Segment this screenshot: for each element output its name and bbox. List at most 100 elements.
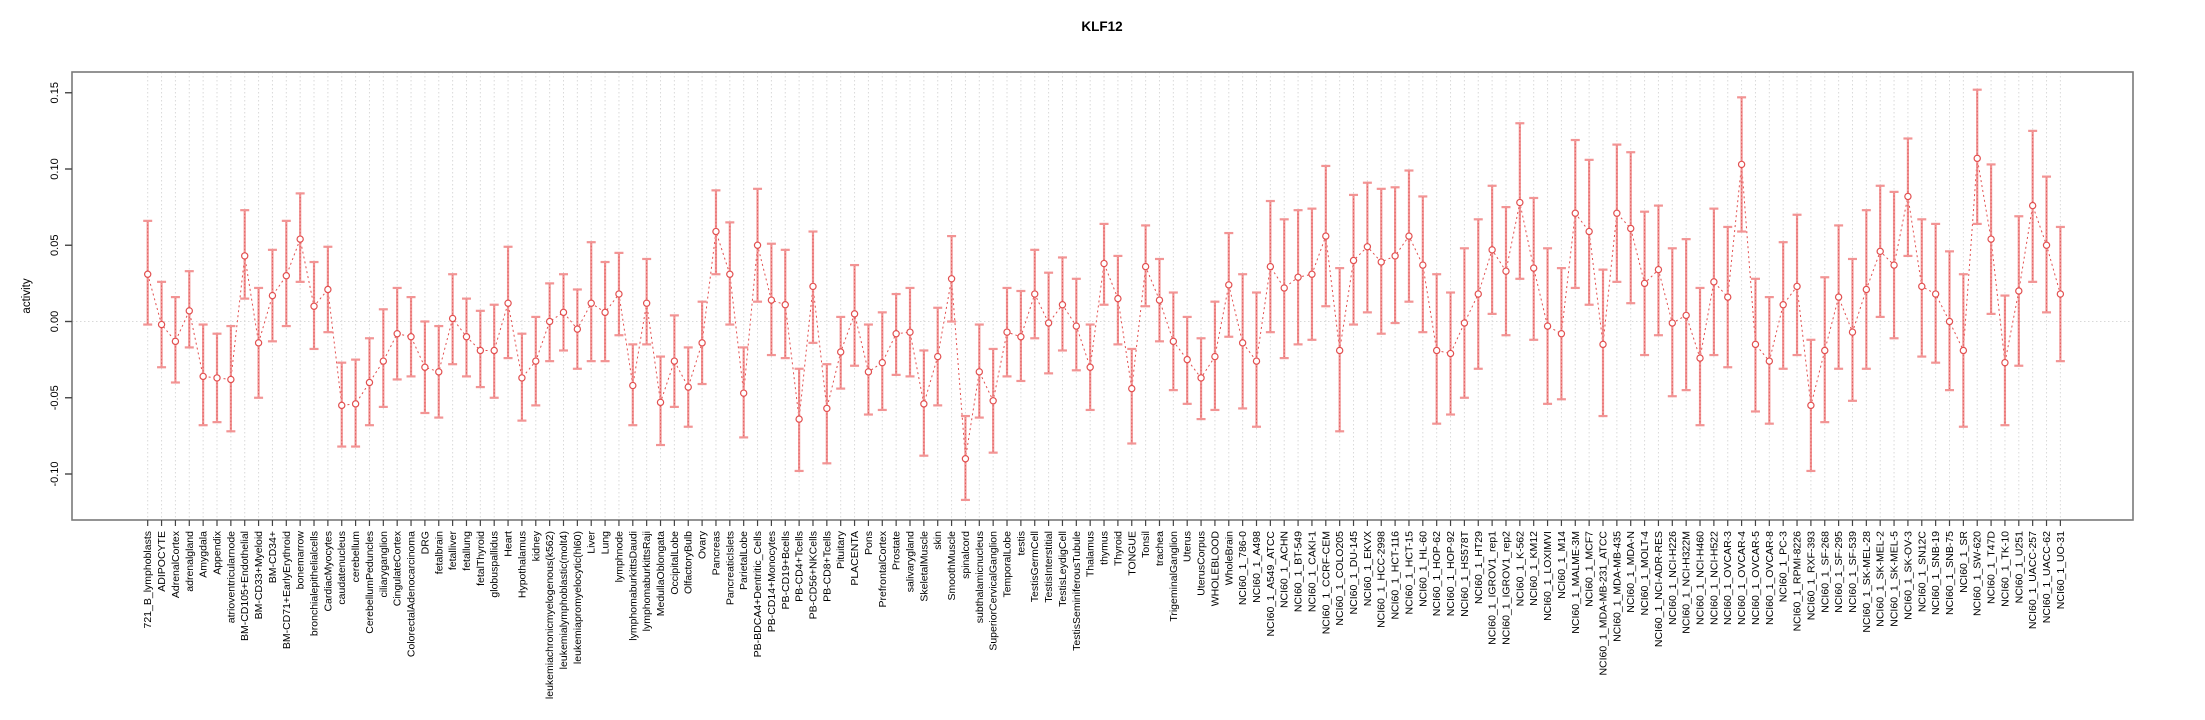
- data-point: [1793, 282, 1801, 291]
- x-tick-label: fetalliver: [447, 531, 459, 571]
- chart-title: KLF12: [1081, 19, 1122, 34]
- data-point: [1959, 346, 1968, 355]
- x-tick-label: NCI60_1_NCI-H226: [1667, 531, 1679, 625]
- x-tick-label: BM-CD33+Myeloid: [253, 531, 265, 620]
- data-point: [920, 400, 928, 408]
- data-point: [573, 325, 582, 333]
- x-tick-label: NCI60_1_SK-MEL-2: [1875, 531, 1887, 627]
- x-tick-label: NCI60_1_786-0: [1237, 531, 1249, 605]
- x-tick-label: lymphnode: [613, 531, 625, 583]
- x-tick-label: PrefrontalCortex: [877, 530, 889, 607]
- data-point: [961, 455, 970, 463]
- x-tick-label: NCI60_1_OVCAR-5: [1750, 531, 1762, 625]
- data-point: [1377, 258, 1385, 266]
- x-tick-label: PB-CD56+NKCells: [807, 531, 819, 619]
- x-tick-label: kidney: [530, 530, 542, 561]
- data-point: [559, 308, 568, 317]
- data-point: [1585, 227, 1593, 236]
- x-tick-label: TONGUE: [1126, 531, 1138, 576]
- data-point: [795, 415, 803, 423]
- data-point: [629, 381, 637, 390]
- x-tick-label: BM-CD105+Endothelial: [239, 531, 251, 641]
- data-point: [282, 272, 290, 280]
- data-point: [1682, 311, 1690, 320]
- x-tick-label: lymphomaburkittsRaji: [641, 531, 653, 631]
- x-tick-label: NCI60_1_SNB-75: [1944, 531, 1956, 615]
- data-point: [947, 275, 956, 283]
- data-point: [781, 301, 789, 309]
- x-tick-label: adrenalgland: [184, 531, 196, 592]
- data-point: [1363, 243, 1372, 251]
- x-tick-label: NCI60_1_BT-549: [1293, 531, 1305, 612]
- data-point: [1876, 247, 1884, 256]
- x-tick-label: leukemiapromyelocytic(hl60): [572, 531, 584, 664]
- data-point: [1737, 160, 1746, 169]
- y-axis-title: activity: [21, 278, 33, 313]
- data-point: [989, 397, 997, 405]
- data-point: [1543, 322, 1552, 330]
- data-point: [143, 270, 152, 278]
- x-tick-label: NCI60_1_OVCAR-8: [1764, 531, 1776, 625]
- x-tick-label: NCI60_1_SK-MEL-5: [1889, 531, 1901, 627]
- x-tick-label: trachea: [1154, 531, 1166, 566]
- data-point: [1280, 284, 1288, 292]
- y-tick-label: 0.15: [49, 82, 61, 103]
- data-point: [296, 235, 304, 243]
- data-point: [504, 299, 512, 307]
- data-point: [1821, 346, 1829, 355]
- x-tick-label: NCI60_1_NCI-ADR-RES: [1653, 531, 1665, 647]
- x-tick-label: NCI60_1_UACC-62: [2041, 531, 2053, 623]
- data-point: [1696, 354, 1704, 362]
- x-tick-label: NCI60_1_IGROV1_rep2: [1500, 531, 1512, 645]
- data-layer: [143, 88, 2065, 502]
- data-point: [726, 270, 734, 278]
- x-tick-label: BM-CD34+: [267, 531, 279, 583]
- data-point: [1446, 349, 1455, 358]
- data-point: [1322, 232, 1330, 240]
- data-point: [1294, 273, 1302, 281]
- x-tick-label: CardiacMyocytes: [322, 531, 334, 612]
- x-tick-label: CingulateCortex: [392, 530, 404, 606]
- data-point: [892, 330, 900, 338]
- data-point: [351, 400, 360, 408]
- x-tick-label: fetallung: [461, 531, 473, 571]
- data-point: [407, 333, 415, 341]
- x-tick-label: CerebellumPeduncles: [364, 531, 376, 634]
- x-tick-label: WHOLEBLOOD: [1209, 531, 1221, 607]
- x-tick-label: ciliaryganglion: [378, 531, 390, 598]
- data-point: [670, 357, 679, 365]
- x-tick-label: NCI60_1_SN12C: [1916, 531, 1928, 613]
- data-point: [1238, 339, 1247, 347]
- data-point: [448, 314, 457, 323]
- x-tick-label: PB-CD4+Tcells: [794, 531, 806, 602]
- data-point: [185, 307, 193, 315]
- x-tick-label: NCI60_1_SF-268: [1819, 531, 1831, 613]
- x-tick-label: Appendix: [212, 530, 224, 575]
- x-tick-label: NCI60_1_CAKI-1: [1306, 531, 1318, 612]
- data-point: [1266, 262, 1275, 271]
- x-tick-label: PB-BDCA4+Dentritic_Cells: [752, 531, 764, 657]
- x-tick-label: NCI60_1_HCC-2998: [1376, 531, 1388, 628]
- x-tick-label: NCI60_1_SW-620: [1972, 531, 1984, 616]
- data-point: [656, 398, 665, 407]
- x-tick-label: NCI60_1_SF-295: [1833, 531, 1845, 613]
- data-point: [1516, 198, 1524, 207]
- data-point: [2001, 358, 2009, 367]
- data-point: [1834, 293, 1843, 301]
- y-tick-label: 0.05: [49, 235, 61, 256]
- data-point: [1668, 319, 1677, 327]
- data-point: [878, 358, 886, 367]
- data-point: [462, 333, 471, 341]
- data-point: [1072, 322, 1081, 330]
- x-tick-label: fetalThyroid: [475, 531, 487, 586]
- data-point: [823, 404, 831, 413]
- data-point: [324, 285, 332, 294]
- x-tick-label: NCI60_1_HCT-15: [1403, 531, 1415, 615]
- x-tick-label: salivarygland: [905, 531, 917, 592]
- x-tick-label: Ovary: [697, 530, 709, 559]
- x-tick-label: fetalbrain: [433, 531, 445, 574]
- data-point: [490, 346, 498, 355]
- data-point: [379, 357, 388, 365]
- data-point: [1640, 279, 1649, 288]
- x-tick-label: DRG: [419, 531, 431, 554]
